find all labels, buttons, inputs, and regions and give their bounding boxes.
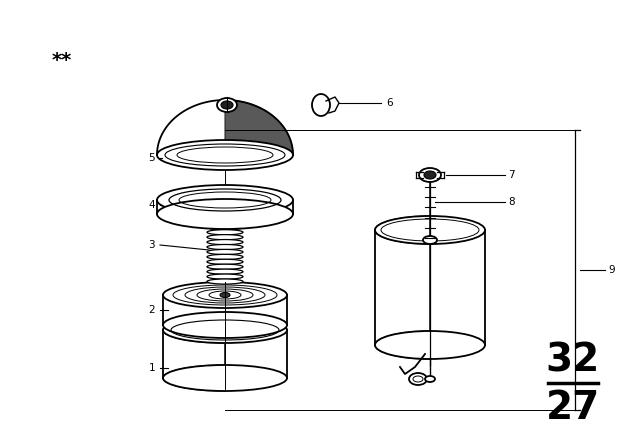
Text: 3: 3 [148, 240, 155, 250]
Text: 27: 27 [546, 389, 600, 427]
Text: 8: 8 [508, 197, 515, 207]
Ellipse shape [207, 254, 243, 259]
Polygon shape [163, 317, 225, 391]
Text: 6: 6 [386, 98, 392, 108]
Polygon shape [375, 216, 430, 359]
Ellipse shape [207, 220, 243, 225]
Ellipse shape [157, 140, 293, 170]
Ellipse shape [425, 376, 435, 382]
Ellipse shape [163, 282, 287, 308]
Ellipse shape [207, 245, 243, 250]
Text: 4: 4 [148, 200, 155, 210]
Ellipse shape [409, 373, 427, 385]
Ellipse shape [207, 230, 243, 235]
Ellipse shape [207, 215, 243, 220]
Ellipse shape [207, 240, 243, 245]
Ellipse shape [207, 279, 243, 284]
Ellipse shape [207, 235, 243, 240]
Ellipse shape [157, 185, 293, 215]
Ellipse shape [157, 199, 293, 229]
Text: 32: 32 [546, 341, 600, 379]
Ellipse shape [207, 274, 243, 279]
Ellipse shape [220, 293, 230, 297]
Text: 9: 9 [608, 265, 614, 275]
Text: 1: 1 [148, 363, 155, 373]
Text: 2: 2 [148, 305, 155, 315]
Ellipse shape [423, 236, 437, 244]
Ellipse shape [207, 264, 243, 269]
Ellipse shape [221, 101, 233, 109]
Ellipse shape [163, 317, 287, 343]
Ellipse shape [375, 216, 485, 244]
Text: 7: 7 [508, 170, 515, 180]
Ellipse shape [163, 312, 287, 338]
Ellipse shape [207, 225, 243, 230]
Text: 5: 5 [148, 153, 155, 163]
Ellipse shape [424, 171, 436, 179]
Ellipse shape [217, 98, 237, 112]
Text: **: ** [52, 51, 72, 69]
Ellipse shape [207, 259, 243, 264]
Ellipse shape [163, 365, 287, 391]
Ellipse shape [207, 250, 243, 254]
Polygon shape [225, 100, 293, 155]
Ellipse shape [419, 168, 441, 182]
Ellipse shape [375, 331, 485, 359]
Ellipse shape [207, 269, 243, 274]
